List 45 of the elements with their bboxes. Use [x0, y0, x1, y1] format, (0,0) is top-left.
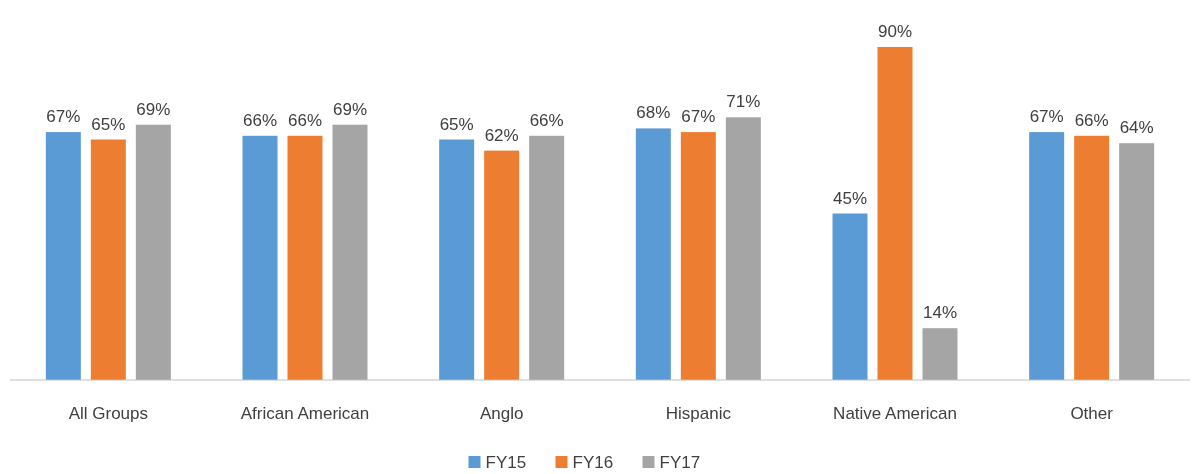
data-label: 67%	[1029, 107, 1064, 127]
data-label: 45%	[832, 188, 868, 208]
bar	[484, 150, 520, 380]
data-label: 69%	[136, 99, 171, 119]
data-label: 67%	[681, 107, 716, 127]
x-tick-label: African American	[240, 404, 370, 423]
x-tick-label: Hispanic	[665, 404, 732, 423]
data-label: 69%	[332, 99, 368, 119]
bar	[135, 124, 171, 380]
data-label: 68%	[636, 103, 671, 123]
bar	[680, 132, 716, 380]
data-label: 65%	[439, 114, 474, 134]
bar	[1119, 143, 1155, 380]
bar	[287, 135, 323, 380]
bar	[725, 117, 761, 380]
bar	[1029, 132, 1065, 380]
bar	[1074, 135, 1110, 380]
bar	[877, 47, 913, 380]
data-label: 64%	[1119, 118, 1154, 138]
legend-label: FY17	[659, 453, 701, 472]
bar	[635, 128, 671, 380]
data-label: 66%	[242, 110, 278, 130]
data-label: 66%	[529, 110, 564, 130]
data-label: 67%	[46, 107, 81, 127]
x-tick-label: Other	[1070, 404, 1114, 423]
bar	[45, 132, 81, 380]
bar	[332, 124, 368, 380]
data-label: 62%	[484, 125, 519, 145]
legend-label: FY15	[485, 453, 527, 472]
x-tick-label: Native American	[833, 404, 957, 423]
bar	[242, 135, 278, 380]
x-tick-label: Anglo	[479, 404, 524, 423]
data-label: 90%	[877, 22, 913, 41]
data-label: 65%	[91, 114, 126, 134]
bar	[832, 213, 868, 380]
bar	[529, 135, 565, 380]
legend-label: FY16	[572, 453, 614, 472]
data-label: 66%	[287, 110, 323, 130]
bar	[922, 328, 958, 380]
data-label: 14%	[922, 303, 958, 323]
bar	[90, 139, 126, 380]
bar	[439, 139, 475, 380]
data-label: 71%	[726, 92, 761, 112]
data-label: 66%	[1074, 110, 1109, 130]
x-tick-label: All Groups	[68, 404, 149, 423]
